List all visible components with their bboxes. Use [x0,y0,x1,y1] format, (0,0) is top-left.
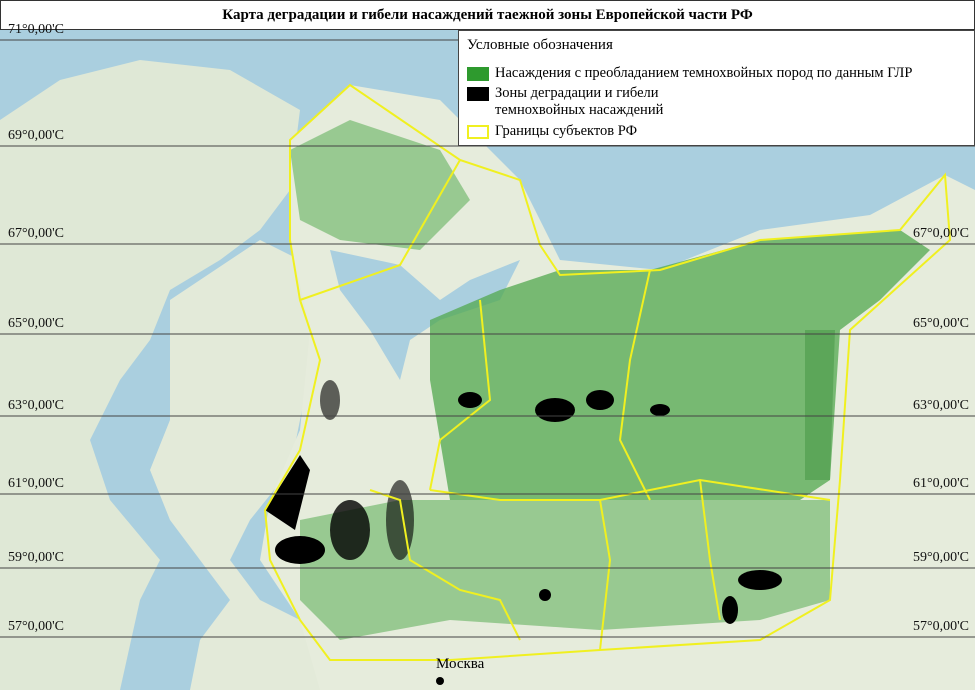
lat-label-63: 63°0,00'C [8,398,64,413]
forest-swatch [467,67,489,81]
land-scandinavia [0,60,300,690]
lat-label-67: 67°0,00'C [8,226,64,241]
legend: Условные обозначения Насаждения с преобл… [458,30,975,146]
land-finland-baltics [150,240,330,690]
legend-header: Условные обозначения [467,37,613,53]
legend-item-boundaries: Границы субъектов РФ [467,123,637,140]
map-title: Карта деградации и гибели насаждений тае… [0,0,975,30]
legend-item-forest: Насаждения с преобладанием темнохвойных … [467,65,912,82]
latitude-gridlines [0,39,975,638]
lat-label-right-63: 63°0,00'C [913,398,969,413]
boundary-swatch [467,125,489,139]
white-sea [330,250,520,380]
region-boundaries [263,83,952,661]
city-label-moscow: Москва [436,656,485,672]
lat-label-right-57: 57°0,00'C [913,619,969,634]
legend-item-degradation: Зоны деградации и гибели темнохвойных на… [467,85,663,119]
forest-areas [290,120,930,640]
lat-label-57: 57°0,00'C [8,619,64,634]
degradation-swatch [467,87,489,101]
lat-label-69: 69°0,00'C [8,128,64,143]
lat-label-right-67: 67°0,00'C [913,226,969,241]
legend-label-boundaries: Границы субъектов РФ [495,123,638,139]
legend-label-forest: Насаждения с преобладанием темнохвойных … [495,65,913,81]
legend-label-degradation-2: темнохвойных насаждений [495,102,664,118]
city-marker-moscow [436,677,444,685]
lat-label-right-65: 65°0,00'C [913,316,969,331]
lat-label-71: 71°0,00'C [8,22,64,37]
lat-label-right-59: 59°0,00'C [913,550,969,565]
lat-label-65: 65°0,00'C [8,316,64,331]
lat-label-59: 59°0,00'C [8,550,64,565]
legend-label-degradation: Зоны деградации и гибели [495,85,659,101]
lat-label-right-61: 61°0,00'C [913,476,969,491]
lat-label-61: 61°0,00'C [8,476,64,491]
